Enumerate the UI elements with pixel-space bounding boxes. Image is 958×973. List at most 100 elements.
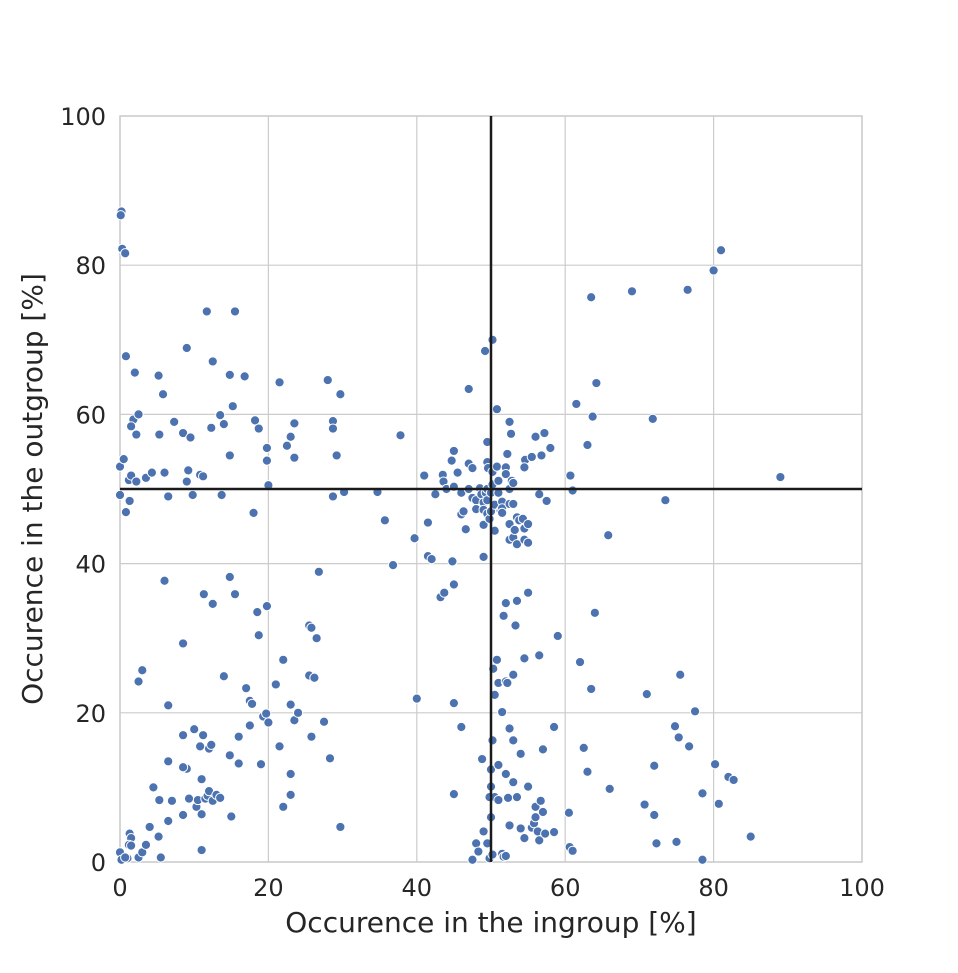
data-point <box>155 852 166 863</box>
data-point <box>409 533 420 544</box>
data-point <box>548 827 560 838</box>
data-point <box>278 801 289 812</box>
data-point <box>285 768 296 780</box>
data-point <box>519 833 530 844</box>
data-point <box>641 689 652 700</box>
data-point <box>144 821 155 833</box>
data-point <box>177 762 189 773</box>
tick-labels: 0 20 40 60 80 100 0 20 40 60 80 100 <box>60 103 885 902</box>
data-point <box>448 698 459 709</box>
data-point <box>745 831 756 842</box>
data-point <box>285 699 296 710</box>
data-point <box>226 811 237 822</box>
data-point <box>430 489 441 500</box>
data-point <box>163 491 174 502</box>
data-point <box>552 630 563 642</box>
data-point <box>439 587 450 598</box>
data-point <box>129 367 140 378</box>
data-point <box>511 595 523 607</box>
data-point <box>120 351 132 362</box>
data-point <box>647 413 658 424</box>
data-point <box>285 431 296 442</box>
data-point <box>411 693 422 704</box>
data-point <box>626 286 638 297</box>
data-point <box>289 418 300 429</box>
data-point <box>502 677 513 689</box>
data-point <box>274 741 285 752</box>
data-point <box>523 537 534 548</box>
data-point <box>206 739 217 750</box>
data-point <box>467 463 478 474</box>
data-point <box>163 700 174 711</box>
data-point <box>196 844 207 856</box>
data-point <box>487 849 498 860</box>
data-point <box>511 539 523 550</box>
data-point <box>206 422 217 433</box>
x-tick-label: 80 <box>698 874 729 902</box>
data-point <box>505 428 517 439</box>
data-point <box>198 589 209 600</box>
data-point <box>709 759 721 770</box>
reference-lines <box>120 116 862 862</box>
data-point <box>154 794 165 806</box>
data-point <box>183 465 194 476</box>
data-point <box>728 774 739 786</box>
data-point <box>159 467 170 478</box>
data-point <box>473 846 484 857</box>
y-tick-label: 80 <box>75 252 106 280</box>
data-point <box>335 821 346 833</box>
data-point <box>140 839 152 850</box>
data-point <box>775 471 786 483</box>
data-point <box>154 429 165 440</box>
data-point <box>571 398 582 410</box>
data-point <box>493 759 504 771</box>
data-point <box>530 431 541 442</box>
data-point <box>536 450 547 461</box>
data-point <box>689 706 701 717</box>
data-point <box>504 416 515 427</box>
data-point <box>244 720 255 731</box>
data-point <box>387 559 399 571</box>
data-point <box>540 828 551 839</box>
data-point <box>534 835 545 846</box>
data-point <box>169 416 180 427</box>
data-point <box>500 468 511 480</box>
data-point <box>216 489 227 501</box>
data-point <box>460 524 471 535</box>
data-point <box>452 467 463 478</box>
data-point <box>697 854 708 865</box>
data-point <box>448 579 459 590</box>
data-point <box>675 669 686 680</box>
data-point <box>120 852 131 863</box>
data-point <box>261 601 273 612</box>
data-point <box>541 495 552 507</box>
x-tick-label: 20 <box>253 874 284 902</box>
data-point <box>497 507 508 518</box>
data-point <box>131 429 142 440</box>
data-point <box>115 210 126 221</box>
data-point <box>508 777 519 788</box>
data-point <box>252 606 263 618</box>
y-tick-label: 40 <box>75 551 106 579</box>
data-point <box>239 371 250 382</box>
data-point <box>586 683 597 695</box>
data-point <box>278 654 289 665</box>
data-point <box>218 418 229 430</box>
data-point <box>673 732 684 743</box>
data-point <box>497 706 508 718</box>
data-point <box>126 840 137 851</box>
data-point <box>545 442 556 454</box>
data-point <box>248 507 259 518</box>
data-point <box>509 524 520 536</box>
data-point <box>218 671 229 682</box>
data-point <box>274 377 285 388</box>
data-point <box>120 507 132 518</box>
data-point <box>574 656 586 668</box>
data-point <box>270 679 281 690</box>
data-point <box>582 766 593 777</box>
data-point <box>523 518 534 530</box>
x-tick-label: 0 <box>112 874 127 902</box>
data-point <box>604 783 615 794</box>
data-point <box>324 753 336 764</box>
